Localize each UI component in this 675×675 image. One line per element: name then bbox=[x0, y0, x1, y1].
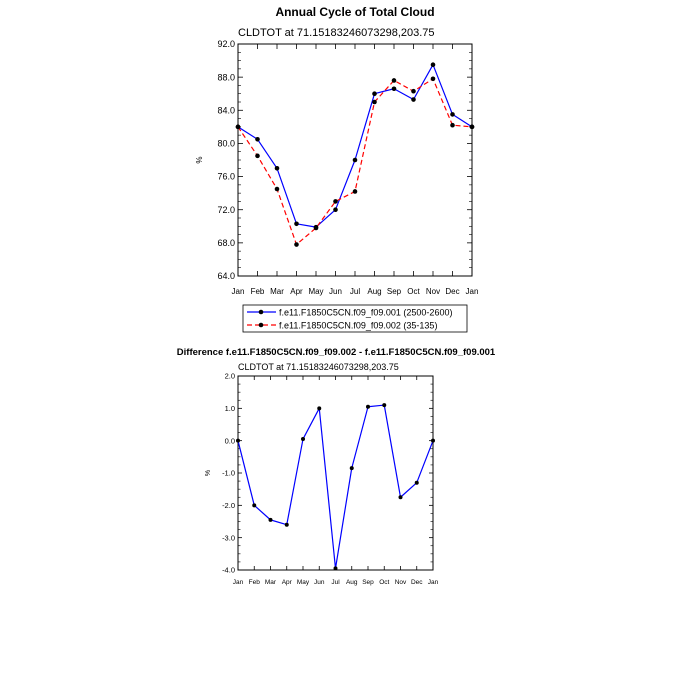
chart2-y-tick-label: -3.0 bbox=[222, 533, 235, 542]
chart1-y-tick-label: 84.0 bbox=[217, 105, 235, 115]
chart1-series-1-point bbox=[450, 112, 455, 117]
chart1-x-tick-label: Mar bbox=[270, 287, 284, 296]
chart2-series-1-point bbox=[252, 503, 257, 508]
chart2-series-1-point bbox=[236, 438, 240, 443]
chart1-series-2-point bbox=[274, 186, 280, 192]
chart2-x-tick-label: Aug bbox=[346, 579, 358, 586]
chart1-series-1-point bbox=[411, 97, 416, 102]
chart1-x-tick-label: Oct bbox=[407, 287, 420, 296]
chart2-series-1-point bbox=[398, 495, 403, 500]
chart2-series-1-point bbox=[317, 406, 322, 411]
chart1-x-tick-label: Jun bbox=[329, 287, 342, 296]
chart1-series-1-point bbox=[391, 86, 397, 92]
chart1-x-tick-label: Feb bbox=[251, 287, 265, 296]
chart2-series-1-point bbox=[268, 517, 273, 522]
chart2-x-tick-label: Jun bbox=[314, 579, 325, 586]
chart2-x-tick-label: Oct bbox=[379, 579, 389, 586]
chart2-series-1-point bbox=[414, 480, 419, 485]
chart1-subtitle: CLDTOT at 71.15183246073298,203.75 bbox=[238, 27, 435, 39]
chart2-y-tick-label: -4.0 bbox=[222, 566, 235, 575]
chart1-series-2-point bbox=[255, 153, 260, 159]
chart1-title: Annual Cycle of Total Cloud bbox=[275, 5, 434, 19]
chart2-x-tick-label: Nov bbox=[395, 579, 407, 586]
chart1-series-2-point bbox=[352, 189, 358, 194]
chart1-series-2-point bbox=[411, 88, 416, 94]
chart2-y-tick-label: -2.0 bbox=[222, 501, 235, 510]
chart2-series-line-1 bbox=[237, 404, 434, 569]
chart1-x-tick-label: Nov bbox=[426, 287, 440, 296]
chart2-y-axis-label: % bbox=[205, 470, 212, 476]
chart1-y-tick-label: 68.0 bbox=[217, 238, 235, 248]
chart2-y-tick-label: 0.0 bbox=[225, 436, 235, 445]
chart2-x-tick-label: Dec bbox=[411, 579, 423, 586]
chart1-series-1-point bbox=[333, 207, 338, 213]
chart2-series-1-point bbox=[382, 403, 387, 408]
chart2-x-tick-label: Mar bbox=[265, 579, 277, 586]
chart2-x-tick-label: Jan bbox=[233, 579, 244, 586]
chart1-y-tick-label: 92.0 bbox=[217, 39, 235, 49]
chart2-series-1-point bbox=[284, 522, 289, 527]
chart2-series-1-point bbox=[333, 566, 338, 571]
chart2-title: Difference f.e11.F1850C5CN.f09_f09.002 -… bbox=[177, 347, 496, 358]
chart1-series-2-point bbox=[391, 78, 397, 83]
chart1-series-2-point bbox=[313, 225, 319, 231]
chart1-legend-box bbox=[242, 304, 468, 333]
chart1-series-2-point bbox=[235, 124, 241, 130]
chart1-x-tick-label: Jan bbox=[232, 287, 245, 296]
chart1-series-1-point bbox=[430, 62, 436, 68]
chart2-y-tick-label: -1.0 bbox=[222, 469, 235, 478]
chart2-y-tick-label: 2.0 bbox=[225, 372, 235, 381]
chart1-x-tick-label: Sep bbox=[387, 287, 402, 296]
chart1-series-1-point bbox=[372, 91, 377, 97]
chart1-series-line-1 bbox=[237, 64, 473, 228]
chart1-x-tick-label: Aug bbox=[367, 287, 381, 296]
chart2-series-1-point bbox=[301, 437, 305, 442]
chart2-plot-frame bbox=[237, 375, 434, 571]
chart2-x-tick-label: Jan bbox=[428, 579, 439, 586]
chart1-series-2-point bbox=[469, 124, 475, 130]
chart1-x-tick-label: May bbox=[308, 287, 323, 296]
chart1-y-tick-label: 72.0 bbox=[217, 205, 235, 215]
chart1-x-tick-label: Dec bbox=[445, 287, 459, 296]
chart1-y-tick-label: 80.0 bbox=[217, 139, 235, 149]
legend-label-series1: f.e11.F1850C5CN.f09_f09.001 (2500-2600) bbox=[279, 308, 452, 318]
chart2-x-tick-label: Apr bbox=[282, 579, 293, 586]
chart1-series-2-point bbox=[450, 122, 455, 128]
chart2-x-tick-label: Feb bbox=[249, 579, 261, 586]
chart2-x-tick-label: Sep bbox=[362, 579, 374, 586]
chart2-x-tick-label: Jul bbox=[331, 579, 340, 586]
chart1-series-1-point bbox=[255, 136, 260, 142]
chart1-y-axis-label: % bbox=[195, 156, 204, 163]
chart1-y-tick-label: 64.0 bbox=[217, 271, 235, 281]
chart1-series-2-point bbox=[430, 76, 436, 82]
chart2-y-tick-label: 1.0 bbox=[225, 404, 235, 413]
chart1-x-tick-label: Jan bbox=[466, 287, 479, 296]
chart1-series-2-point bbox=[294, 242, 299, 247]
chart1-x-tick-label: Apr bbox=[290, 287, 303, 296]
chart1-series-1-point bbox=[294, 221, 299, 227]
legend-marker-series2 bbox=[258, 322, 264, 328]
chart2-series-1-point bbox=[366, 404, 370, 409]
chart1-series-1-point bbox=[352, 157, 358, 163]
chart2-subtitle: CLDTOT at 71.15183246073298,203.75 bbox=[238, 362, 399, 372]
chart1-series-1-point bbox=[274, 165, 280, 171]
chart1-y-tick-label: 88.0 bbox=[217, 72, 235, 82]
chart1-series-2-point bbox=[372, 99, 377, 105]
chart2-series-1-point bbox=[349, 466, 354, 471]
chart2-x-tick-label: May bbox=[297, 579, 310, 586]
chart1-x-tick-label: Jul bbox=[350, 287, 360, 296]
legend-marker-series1 bbox=[258, 309, 264, 315]
legend-label-series2: f.e11.F1850C5CN.f09_f09.002 (35-135) bbox=[279, 321, 437, 331]
chart1-series-2-point bbox=[333, 199, 338, 204]
chart1-y-tick-label: 76.0 bbox=[217, 172, 235, 182]
chart2-series-1-point bbox=[431, 438, 435, 443]
